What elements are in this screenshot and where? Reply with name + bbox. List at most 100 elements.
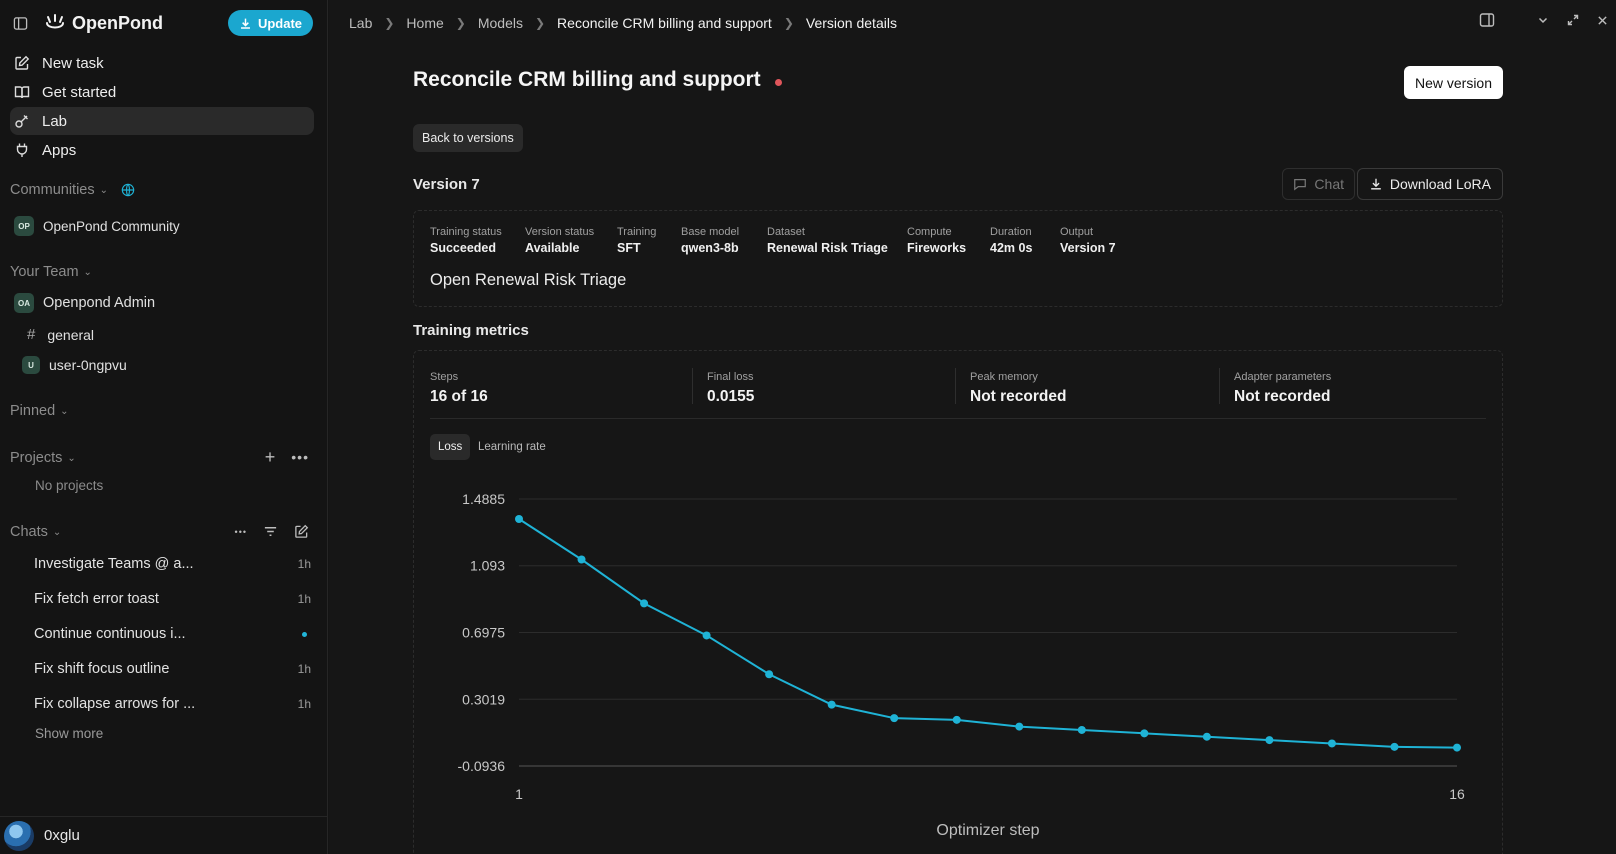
chevron-down-icon[interactable]	[1537, 14, 1549, 26]
y-tick-label: 0.3019	[462, 691, 505, 707]
team-item[interactable]: OA Openpond Admin	[14, 293, 155, 313]
data-point	[515, 514, 523, 523]
detail-key: Base model	[681, 226, 740, 238]
show-more-link[interactable]: Show more	[35, 726, 104, 741]
tab-loss[interactable]: Loss	[430, 434, 471, 460]
detail-value: Fireworks	[907, 241, 967, 255]
detail-value: Version 7	[1060, 241, 1116, 255]
chat-item[interactable]: Fix collapse arrows for ... 1h	[34, 693, 311, 715]
chat-item[interactable]: Fix fetch error toast 1h	[34, 588, 311, 610]
y-tick-label: 1.093	[470, 558, 505, 574]
user-name: 0xglu	[44, 827, 80, 844]
chat-time: 1h	[297, 592, 311, 606]
loss-chart: 1.4885 1.093 0.6975 0.3019 -0.0936 1 16 Optimiz…	[458, 491, 1465, 839]
main-panel: Lab ❯ Home ❯ Models ❯ Reconcile CRM bill…	[329, 0, 1616, 854]
detail-value: Renewal Risk Triage	[767, 241, 888, 255]
detail-output: Output Version 7	[1060, 226, 1116, 255]
nav-get-started[interactable]: Get started	[10, 78, 314, 106]
x-tick-label: 16	[1449, 786, 1465, 802]
projects-header[interactable]: Projects ⌄	[10, 450, 76, 466]
tab-learning-rate[interactable]: Learning rate	[478, 441, 546, 453]
detail-key: Duration	[990, 226, 1032, 238]
brand-logo[interactable]: OpenPond	[44, 13, 163, 34]
download-lora-button[interactable]: Download LoRA	[1356, 168, 1503, 200]
close-icon[interactable]	[1597, 15, 1608, 26]
data-point	[952, 715, 961, 724]
detail-value: Succeeded	[430, 241, 497, 255]
stat-key: Adapter parameters	[1234, 371, 1332, 383]
data-point	[1077, 725, 1086, 734]
breadcrumb-models[interactable]: Models	[477, 15, 523, 31]
globe-icon[interactable]	[121, 183, 135, 197]
community-item[interactable]: OP OpenPond Community	[14, 216, 180, 236]
nav-new-task[interactable]: New task	[10, 49, 314, 77]
expand-icon[interactable]	[1567, 14, 1579, 26]
page-title: Reconcile CRM billing and support	[413, 68, 761, 91]
nav-lab[interactable]: Lab	[10, 107, 314, 135]
chat-item[interactable]: Investigate Teams @ a... 1h	[34, 553, 311, 575]
detail-duration: Duration 42m 0s	[990, 226, 1032, 255]
breadcrumb-current: Version details	[805, 15, 897, 31]
chat-label: Chat	[1314, 176, 1344, 192]
pinned-label: Pinned	[10, 403, 56, 419]
data-point	[1202, 732, 1211, 741]
data-point	[577, 555, 586, 564]
projects-label: Projects	[10, 450, 63, 466]
more-icon[interactable]: •••	[291, 449, 309, 465]
communities-label: Communities	[10, 182, 95, 198]
edit-icon	[15, 55, 30, 70]
chat-time: 1h	[297, 557, 311, 571]
channel-item[interactable]: # general	[27, 326, 94, 343]
lab-icon	[15, 115, 28, 128]
chevron-right-icon: ❯	[783, 16, 794, 30]
nav-apps[interactable]: Apps	[10, 136, 314, 164]
update-button[interactable]: Update	[227, 10, 313, 36]
more-icon[interactable]: •••	[234, 526, 247, 537]
member-item[interactable]: U user-0ngpvu	[22, 356, 127, 374]
chevron-right-icon: ❯	[534, 16, 546, 30]
add-project-icon[interactable]: +	[264, 447, 276, 467]
chevron-down-icon: ⌄	[67, 452, 76, 464]
breadcrumb-lab[interactable]: Lab	[349, 15, 373, 31]
chat-title: Fix fetch error toast	[34, 591, 159, 607]
member-badge: U	[22, 356, 40, 374]
stat-value: Not recorded	[1234, 388, 1331, 405]
pinned-header[interactable]: Pinned ⌄	[10, 403, 69, 419]
sidebar-toggle-icon[interactable]	[10, 13, 30, 33]
chat-item[interactable]: Fix shift focus outline 1h	[34, 658, 311, 680]
breadcrumb-model[interactable]: Reconcile CRM billing and support	[557, 15, 772, 31]
chat-item[interactable]: Continue continuous i...	[34, 623, 310, 645]
breadcrumb-home[interactable]: Home	[406, 15, 444, 31]
team-header[interactable]: Your Team ⌄	[10, 264, 92, 280]
window-controls	[1479, 12, 1608, 28]
chats-label: Chats	[10, 524, 48, 540]
panel-toggle-icon[interactable]	[1479, 12, 1495, 28]
communities-header[interactable]: Communities ⌄	[10, 182, 135, 198]
detail-key: Dataset	[767, 226, 805, 238]
user-row[interactable]: 0xglu	[0, 816, 328, 854]
detail-value: SFT	[617, 241, 641, 255]
chat-button[interactable]: Chat	[1282, 168, 1355, 200]
chat-icon	[1294, 179, 1307, 191]
new-version-button[interactable]: New version	[1403, 66, 1503, 99]
back-to-versions-button[interactable]: Back to versions	[413, 124, 523, 152]
community-name: OpenPond Community	[43, 218, 180, 234]
detail-key: Output	[1060, 226, 1094, 238]
version-details-card: Training status Succeeded Version status A…	[413, 210, 1503, 307]
stat-value: 16 of 16	[430, 388, 488, 405]
plug-icon	[16, 143, 28, 157]
stat-adapter-params: Adapter parameters Not recorded	[1234, 371, 1331, 406]
detail-key: Training	[617, 226, 657, 238]
status-dot-icon	[774, 78, 782, 86]
update-label: Update	[257, 15, 302, 31]
brand-row: OpenPond Update	[10, 10, 313, 36]
chat-title: Investigate Teams @ a...	[34, 556, 194, 572]
detail-key: Compute	[907, 226, 952, 238]
chats-header[interactable]: Chats ⌄	[10, 524, 61, 540]
stat-value: 0.0155	[707, 388, 755, 405]
breadcrumb: Lab ❯ Home ❯ Models ❯ Reconcile CRM bill…	[349, 12, 1616, 34]
compose-icon[interactable]	[294, 524, 309, 539]
nav-label: Get started	[42, 83, 117, 101]
stat-key: Final loss	[707, 371, 754, 383]
filter-icon[interactable]	[263, 524, 278, 539]
